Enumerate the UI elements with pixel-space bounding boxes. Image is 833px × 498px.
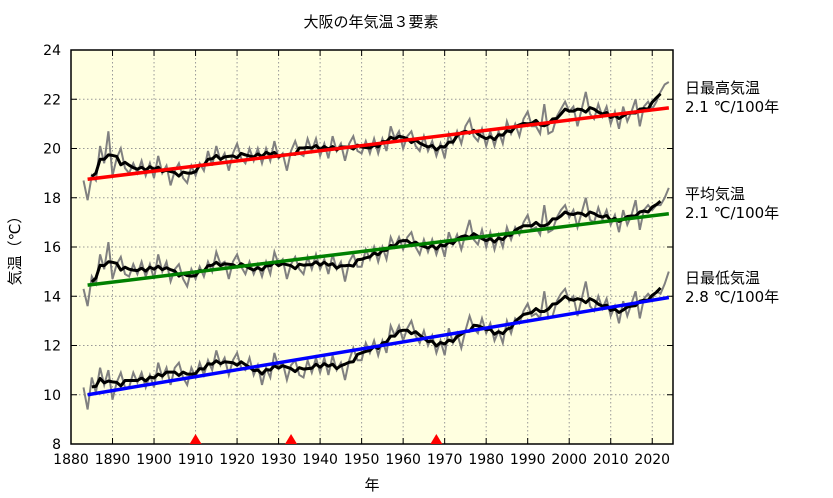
x-tick-label: 1910 [178,452,214,468]
x-tick-label: 1940 [302,452,338,468]
y-tick-label: 12 [43,339,61,355]
relocation-markers [189,434,443,444]
legend-max-name: 日最高気温 [685,79,760,97]
legend-max: 日最高気温 2.1 ℃/100年 [685,79,779,116]
y-tick-label: 16 [43,240,61,256]
trend-line [87,106,670,182]
x-tick-label: 2020 [634,452,670,468]
y-tick-label: 14 [43,289,61,305]
running-mean-line [90,200,662,284]
chart-title: 大阪の年気温３要素 [303,13,438,31]
legend-min-rate: 2.8 ℃/100年 [685,288,779,306]
x-tick-label: 1890 [95,452,131,468]
series-1 [82,187,670,307]
series-group [82,81,670,410]
y-tick-label: 24 [43,43,61,59]
x-tick-label: 1960 [385,452,421,468]
x-tick-label: 1970 [427,452,463,468]
plot-frame [70,49,674,445]
series-0 [82,81,670,201]
x-tick-label: 2010 [593,452,629,468]
x-tick-label: 1950 [344,452,380,468]
y-tick-label: 18 [43,191,61,207]
x-axis-label: 年 [364,476,379,494]
x-tick-label: 1900 [136,452,172,468]
relocation-marker-triangle [430,434,443,444]
legend-mean-rate: 2.1 ℃/100年 [685,204,779,222]
legend-mean: 平均気温 2.1 ℃/100年 [685,185,779,222]
trend-line [87,295,670,397]
legend-mean-name: 平均気温 [685,185,745,203]
y-tick-label: 22 [43,92,61,108]
trend-line [87,212,670,287]
series-2 [82,271,670,410]
relocation-marker-triangle [189,434,202,444]
y-tick-label: 20 [43,142,61,158]
legend-max-rate: 2.1 ℃/100年 [685,98,779,116]
relocation-marker-triangle [285,434,298,444]
running-mean-line [90,92,662,178]
x-tick-label: 1980 [468,452,504,468]
axes: 1880 1890 1900 1910 1920 1930 1940 1950 1960 1970… [43,43,673,468]
x-tick-label: 1920 [219,452,255,468]
x-tick-label: 2000 [551,452,587,468]
x-tick-label: 1990 [510,452,546,468]
y-tick-label: 8 [52,437,61,453]
legend-min-name: 日最低気温 [685,269,760,287]
x-tick-label: 1880 [53,452,89,468]
legend-min: 日最低気温 2.8 ℃/100年 [685,269,779,306]
y-tick-label: 10 [43,388,61,404]
x-tick-label: 1930 [261,452,297,468]
y-axis-label: 気温（℃） [6,209,24,286]
